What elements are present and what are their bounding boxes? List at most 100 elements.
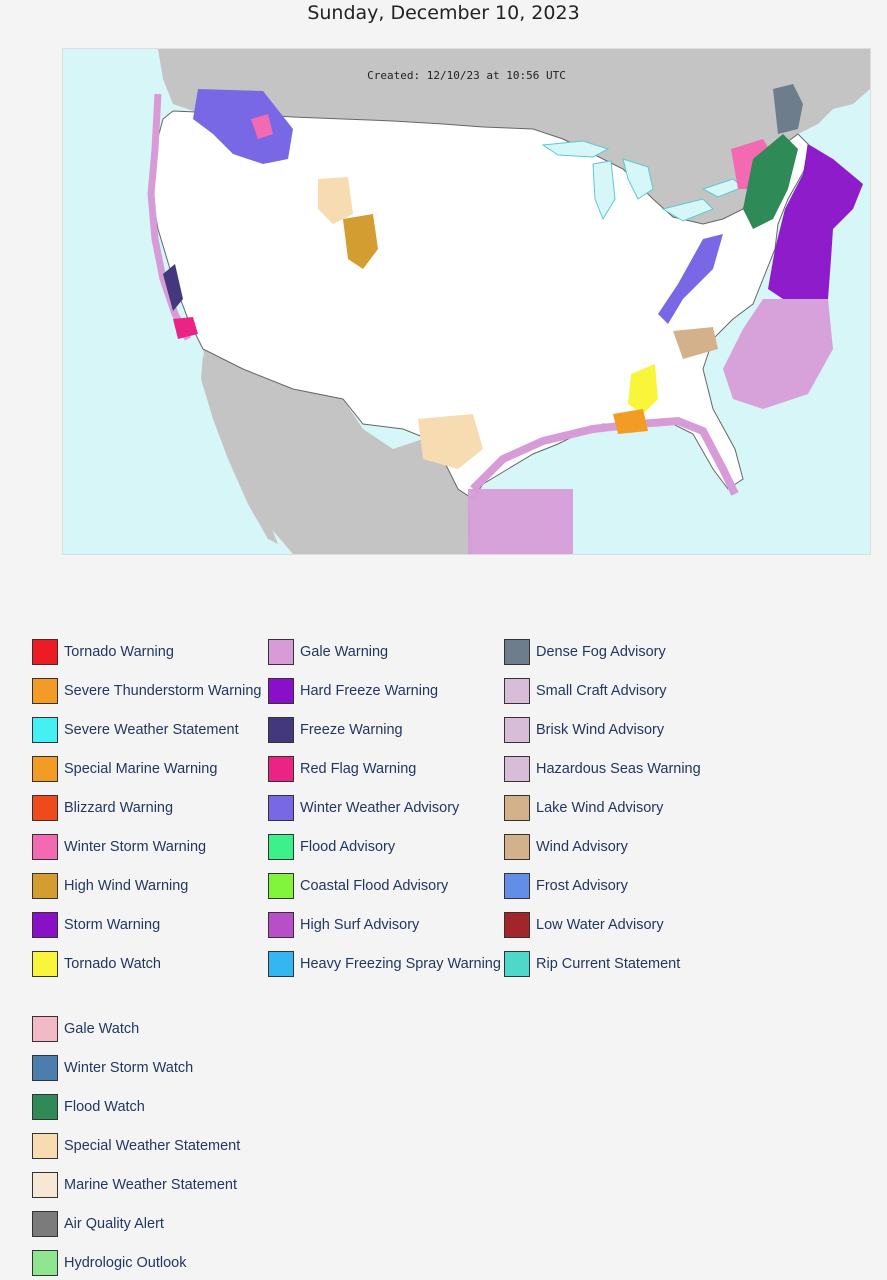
legend-item: Severe Thunderstorm Warning [32,676,261,706]
legend-item: Rip Current Statement [504,949,680,979]
legend-swatch [504,912,530,938]
map-canvas [63,49,870,554]
legend-item: Brisk Wind Advisory [504,715,664,745]
legend-label: Wind Advisory [536,839,628,855]
legend-swatch [32,639,58,665]
legend-label: Winter Storm Watch [64,1060,194,1076]
northwest-winter-storm [251,114,273,139]
maine-fog [773,84,803,134]
legend-item: Winter Storm Watch [32,1053,193,1083]
legend-swatch [32,1211,58,1237]
legend-item: High Surf Advisory [268,910,419,940]
legend-label: Dense Fog Advisory [536,644,666,660]
legend-swatch [504,756,530,782]
legend-swatch [32,1250,58,1276]
legend-label: Blizzard Warning [64,800,174,816]
legend-item: Marine Weather Statement [32,1170,237,1200]
legend-item: Red Flag Warning [268,754,416,784]
texas-special-statement [418,414,483,469]
legend-item: Gale Watch [32,1014,139,1044]
legend-item: Lake Wind Advisory [504,793,663,823]
legend-label: Freeze Warning [300,722,403,738]
legend-swatch [504,678,530,704]
legend-swatch [268,951,294,977]
legend-item: Gale Warning [268,637,388,667]
legend-label: Hazardous Seas Warning [536,761,701,777]
legend-swatch [504,834,530,860]
legend-swatch [504,873,530,899]
gulf-gale-zone [468,489,573,554]
legend-label: Flood Watch [64,1099,145,1115]
northwest-wwa [193,89,293,164]
legend-item: High Wind Warning [32,871,188,901]
atlantic-gale-zone [723,299,833,409]
legend-label: Hard Freeze Warning [300,683,439,699]
legend-swatch [268,717,294,743]
legend-label: Small Craft Advisory [536,683,667,699]
legend-item: Tornado Warning [32,637,174,667]
legend-swatch [32,1172,58,1198]
legend-swatch [32,912,58,938]
legend-label: Coastal Flood Advisory [300,878,449,894]
legend-label: Gale Warning [300,644,389,660]
legend-item: Low Water Advisory [504,910,664,940]
legend-label: Gale Watch [64,1021,140,1037]
legend-swatch [32,873,58,899]
legend-item: Hydrologic Outlook [32,1248,187,1278]
legend-swatch [268,873,294,899]
legend-label: Tornado Watch [64,956,161,972]
legend-label: High Surf Advisory [300,917,420,933]
baja-peninsula [201,354,278,544]
legend-item: Flood Advisory [268,832,395,862]
legend-item: Frost Advisory [504,871,628,901]
legend-item: Severe Weather Statement [32,715,239,745]
legend-label: Marine Weather Statement [64,1177,238,1193]
legend-item: Dense Fog Advisory [504,637,666,667]
southeast-tornado-watch [628,364,658,414]
legend-label: Low Water Advisory [536,917,664,933]
legend-item: Special Weather Statement [32,1131,240,1161]
legend-label: Brisk Wind Advisory [536,722,665,738]
legend-item: Winter Weather Advisory [268,793,459,823]
legend-swatch [268,834,294,860]
legend-item: Freeze Warning [268,715,403,745]
weather-alert-map[interactable]: Created: 12/10/23 at 10:56 UTC [62,48,871,555]
legend-swatch [504,951,530,977]
legend-label: Severe Thunderstorm Warning [64,683,262,699]
legend-swatch [32,717,58,743]
legend-label: Heavy Freezing Spray Warning [300,956,501,972]
california-red-flag [173,317,198,339]
atlantic-storm-zone [768,144,863,299]
legend-label: Flood Advisory [300,839,396,855]
legend-label: Winter Storm Warning [64,839,207,855]
legend-swatch [268,795,294,821]
legend-swatch [32,834,58,860]
rockies-special-statement [318,177,353,224]
legend-label: Frost Advisory [536,878,628,894]
legend-label: Lake Wind Advisory [536,800,664,816]
legend-item: Heavy Freezing Spray Warning [268,949,501,979]
legend-label: Red Flag Warning [300,761,417,777]
page-title: Sunday, December 10, 2023 [307,2,580,24]
legend-item: Storm Warning [32,910,160,940]
legend-swatch [32,1133,58,1159]
mid-atlantic-wwa [658,234,723,324]
legend-item: Hazardous Seas Warning [504,754,701,784]
legend-label: Special Weather Statement [64,1138,241,1154]
legend-swatch [32,756,58,782]
legend-item: Hard Freeze Warning [268,676,438,706]
legend-swatch [32,1016,58,1042]
legend-label: Special Marine Warning [64,761,218,777]
legend-label: Air Quality Alert [64,1216,164,1232]
legend-item: Wind Advisory [504,832,628,862]
legend-item: Blizzard Warning [32,793,173,823]
legend-item: Special Marine Warning [32,754,217,784]
legend-item: Flood Watch [32,1092,145,1122]
northeast-flood-watch [743,134,798,229]
legend-swatch [32,795,58,821]
legend-label: Hydrologic Outlook [64,1255,187,1271]
legend-label: Tornado Warning [64,644,174,660]
legend-swatch [268,678,294,704]
legend-swatch [268,756,294,782]
gulf-svr-tstorm [613,409,648,434]
